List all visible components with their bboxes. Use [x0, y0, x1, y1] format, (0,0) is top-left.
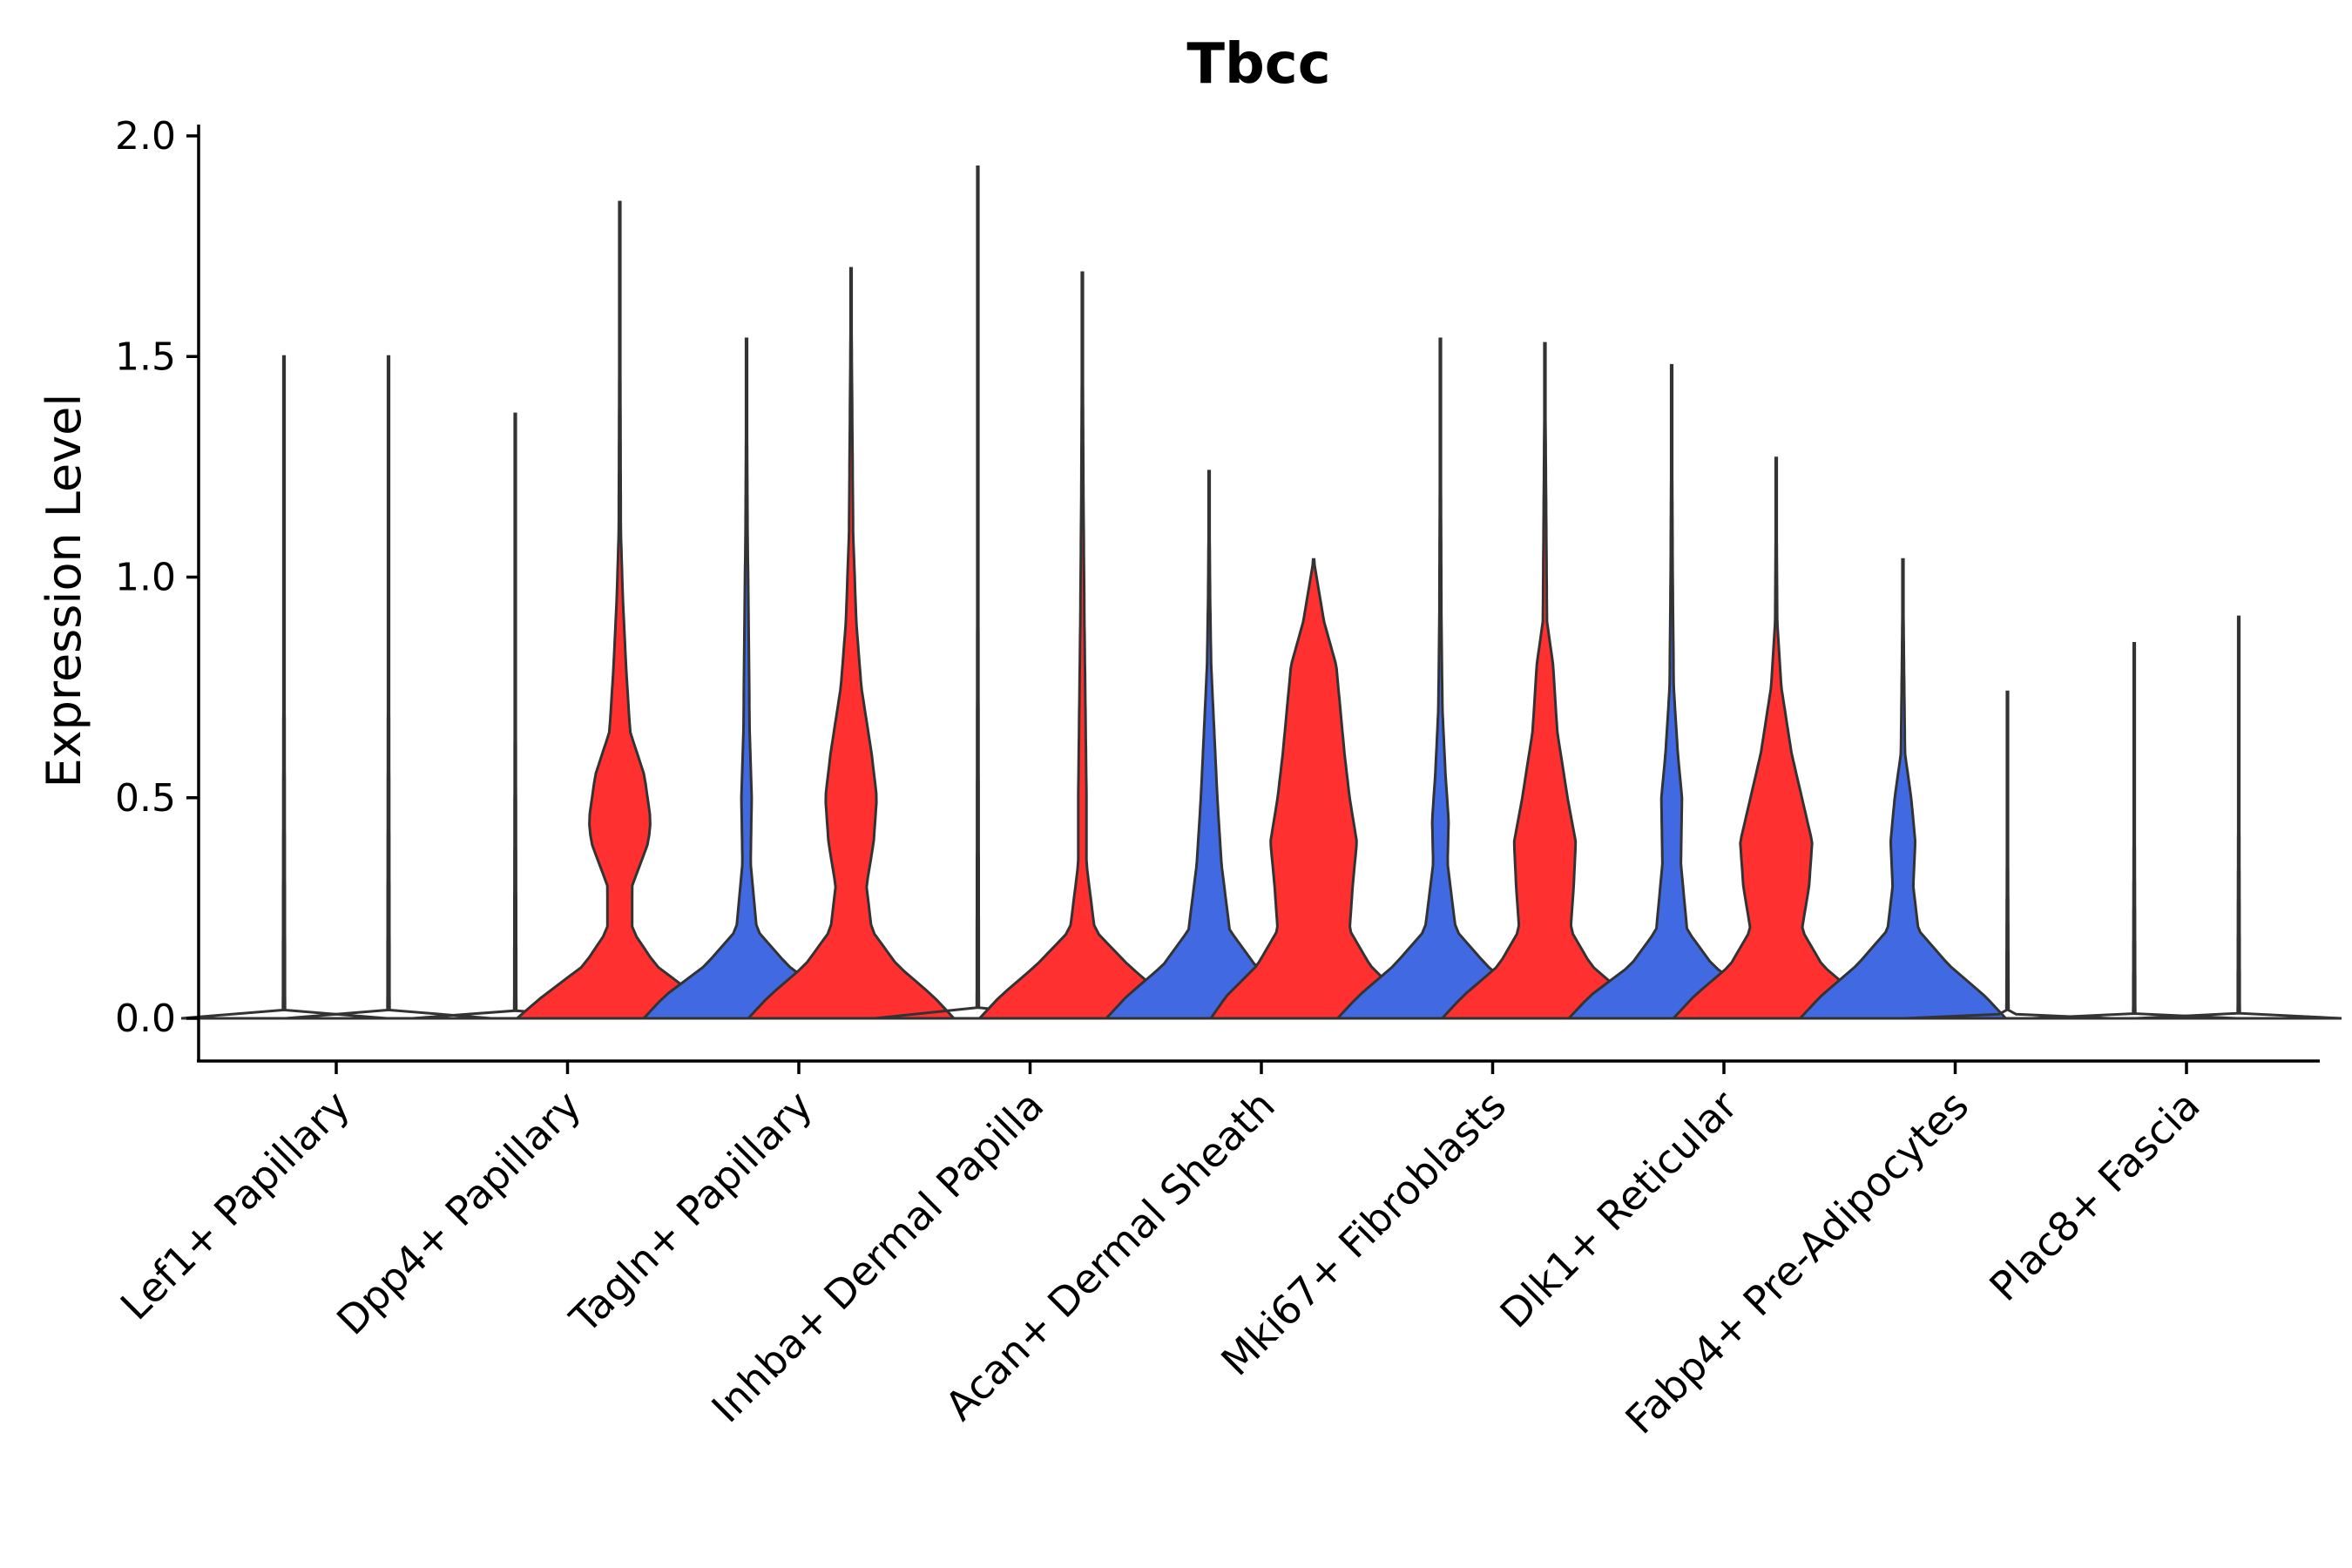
x-tick-label: Lef1+ Papillary — [112, 1082, 359, 1329]
violin-group_b — [2135, 615, 2342, 1020]
y-tick-label: 1.0 — [115, 556, 176, 600]
y-tick-label: 0.0 — [115, 997, 176, 1041]
violin-group_b — [745, 267, 957, 1020]
violin-group_a — [1103, 470, 1315, 1020]
violin-group_b — [977, 271, 1188, 1020]
violin-group_b — [285, 355, 492, 1020]
violin-group_a — [875, 166, 1081, 1020]
violin-group_a — [1797, 558, 2009, 1020]
y-tick-label: 1.5 — [115, 335, 176, 379]
violin-group_b — [1670, 456, 1882, 1020]
y-axis-label: Expression Level — [37, 394, 91, 788]
violin-group_a — [180, 355, 388, 1020]
x-tick-label: Dpp4+ Papillary — [328, 1082, 590, 1344]
violin-group_a — [412, 412, 618, 1020]
violin-group_a — [1565, 363, 1778, 1020]
y-tick-label: 2.0 — [115, 114, 176, 159]
y-axis-ticks: 0.0 0.5 1.0 1.5 2.0 — [115, 114, 199, 1041]
violin-group_a — [640, 337, 853, 1020]
violin-group_b — [513, 200, 727, 1020]
violin-layer — [180, 166, 2342, 1020]
x-tick-label: Dlk1+ Reticular — [1491, 1082, 1747, 1337]
violin-group_b — [1904, 690, 2111, 1020]
violin-group_b — [1208, 558, 1419, 1020]
chart-title: Tbcc — [1186, 32, 1330, 97]
violin-group_b — [1439, 341, 1651, 1020]
y-tick-label: 0.5 — [115, 776, 176, 821]
x-tick-label: Tagln+ Papillary — [560, 1082, 821, 1343]
violin-group_a — [1335, 337, 1546, 1020]
violin-group_a — [2031, 642, 2238, 1020]
x-tick-label: Plac8+ Fascia — [1980, 1082, 2208, 1310]
